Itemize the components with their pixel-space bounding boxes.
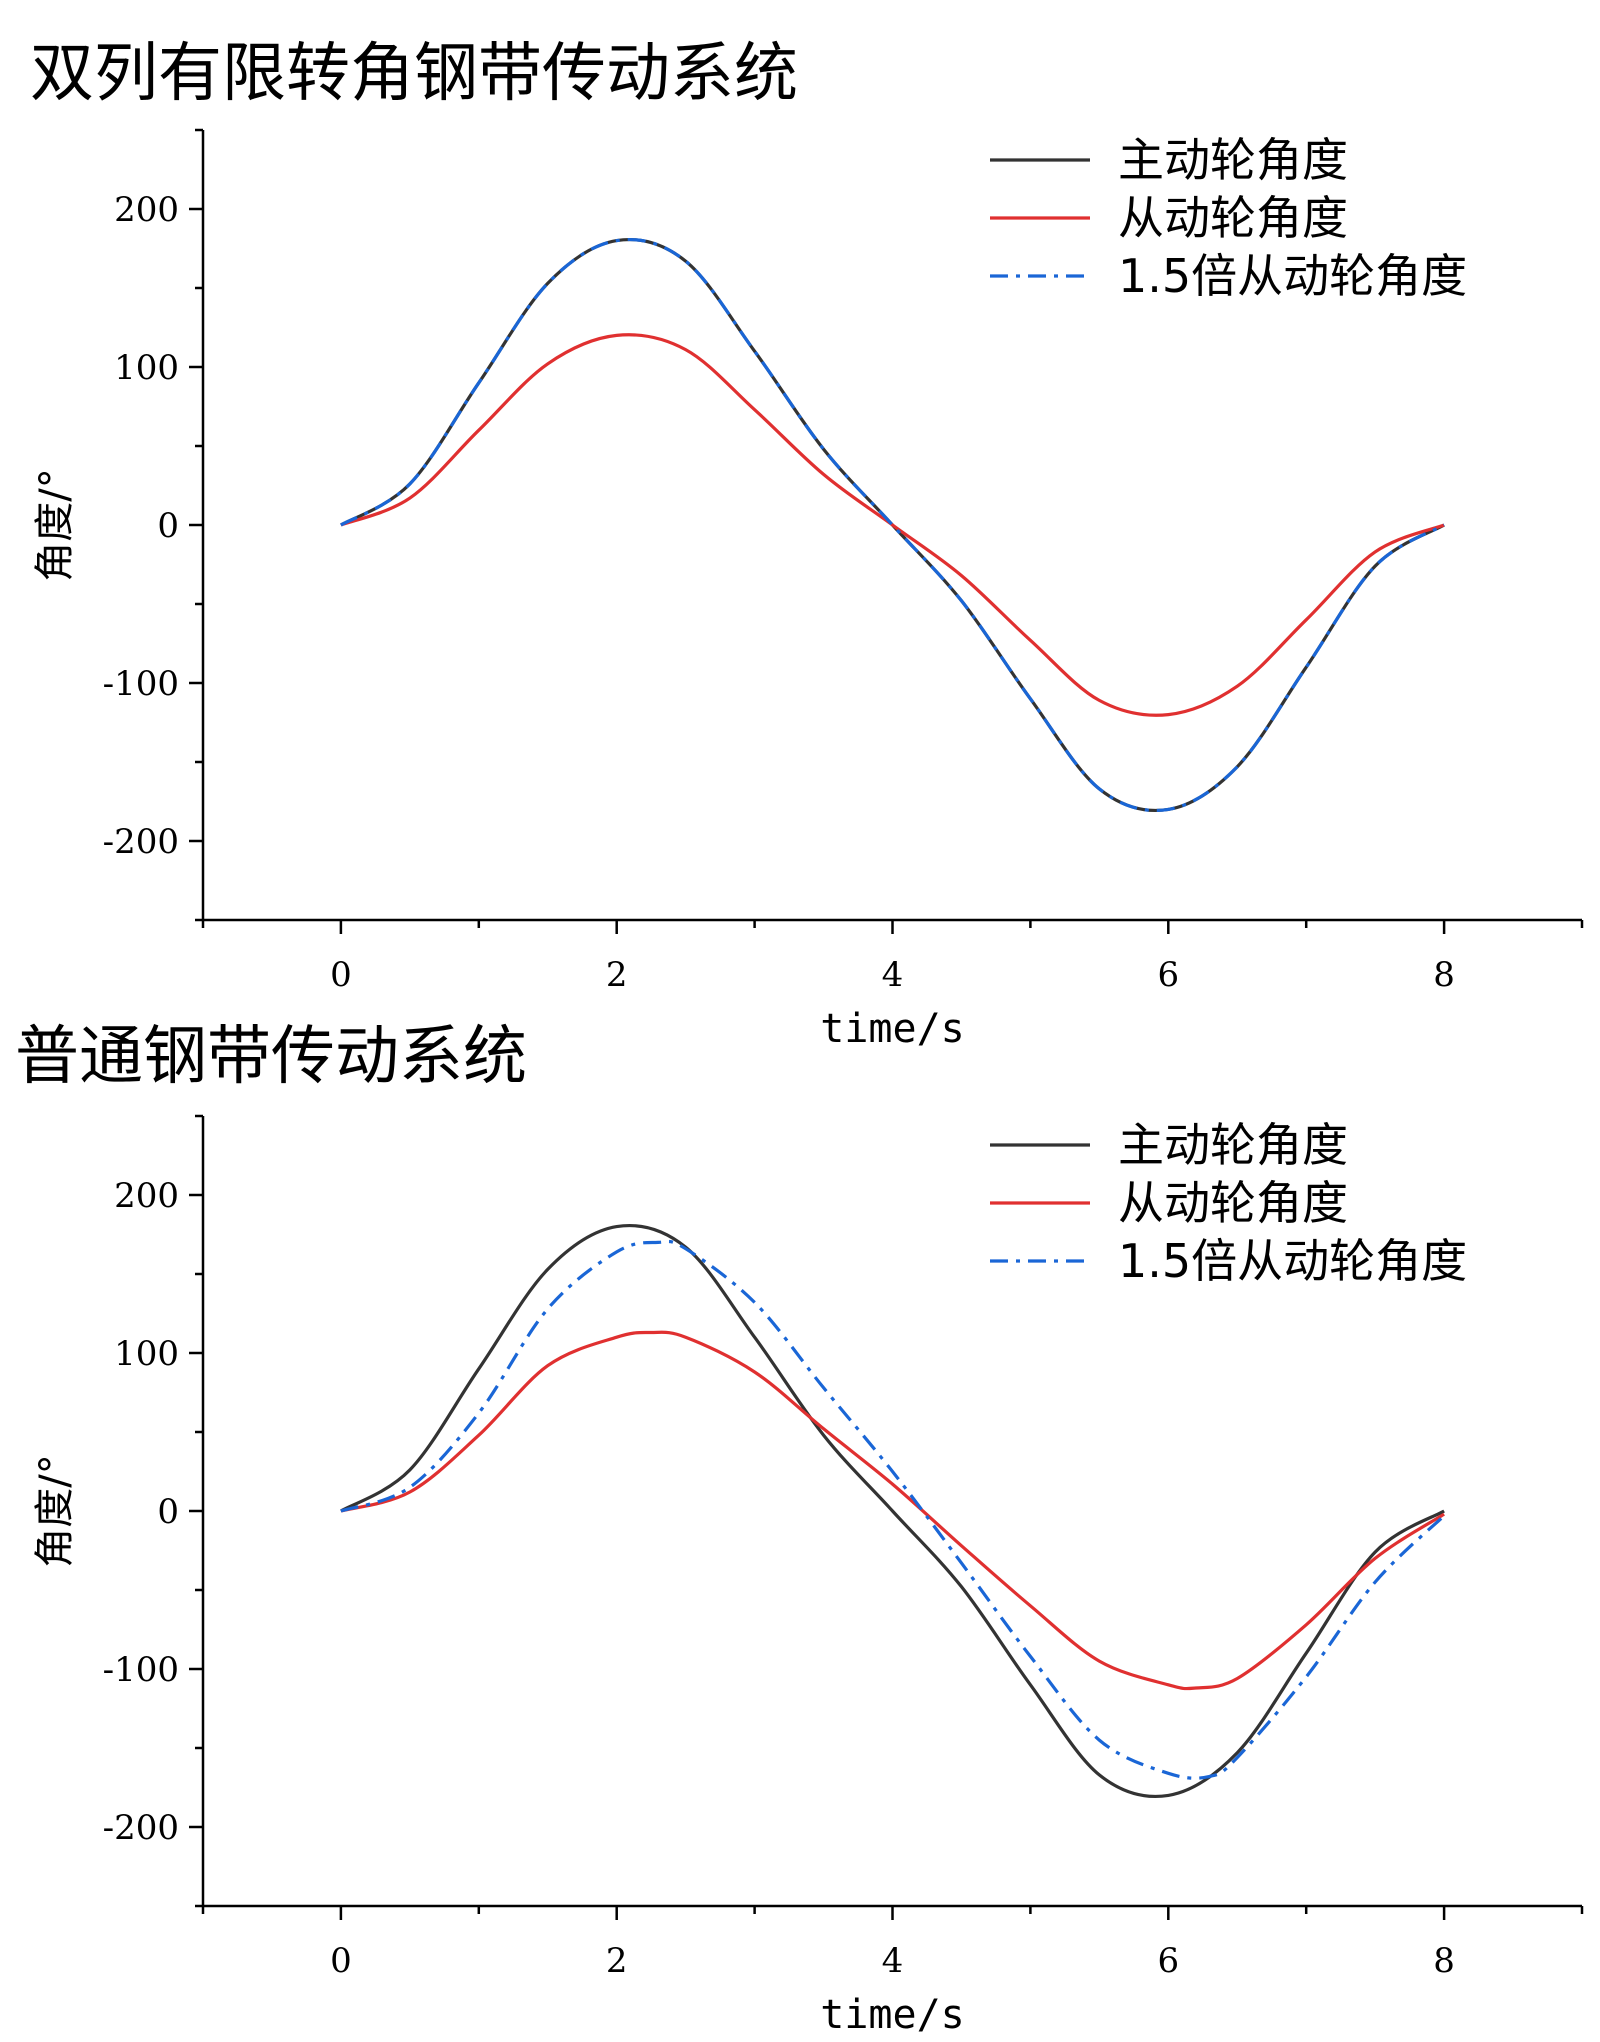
y-axis-label: 角度/° xyxy=(32,1454,78,1567)
series-line-3 xyxy=(340,1239,1446,1780)
series-line-3 xyxy=(340,237,1445,813)
legend-label-3: 1.5倍从动轮角度 xyxy=(1118,1234,1467,1288)
x-tick-label: 8 xyxy=(1433,955,1455,995)
chart-title: 双列有限转角钢带传动系统 xyxy=(30,37,798,111)
y-tick-label: -100 xyxy=(103,664,179,704)
y-tick-label: -200 xyxy=(103,1808,179,1848)
y-tick-label: 100 xyxy=(114,1334,179,1374)
series-line-2 xyxy=(340,333,1445,717)
series-line-2 xyxy=(340,1330,1445,1691)
legend-label-1: 主动轮角度 xyxy=(1118,133,1348,187)
y-tick-label: 0 xyxy=(157,1492,179,1532)
chart-panel-1: 双列有限转角钢带传动系统 200 100 0 -100 -200 0 2 4 6 8 time/s 角度… xyxy=(30,37,1584,1052)
x-axis-label: time/s xyxy=(820,1992,965,2038)
legend-label-1: 主动轮角度 xyxy=(1118,1118,1348,1172)
series-line-1 xyxy=(340,1223,1445,1799)
x-axis-label: time/s xyxy=(820,1006,965,1052)
legend-label-2: 从动轮角度 xyxy=(1118,1176,1348,1230)
x-tick-label: 8 xyxy=(1433,1941,1455,1981)
y-tick-label: 200 xyxy=(114,190,179,230)
x-tick-label: 2 xyxy=(606,1941,628,1981)
chart-title: 普通钢带传动系统 xyxy=(15,1020,527,1094)
y-tick-label: -100 xyxy=(103,1650,179,1690)
y-tick-label: 200 xyxy=(114,1176,179,1216)
chart-panel-2: 普通钢带传动系统 200 100 0 -100 -200 0 2 4 6 8 time/s 角度/° 主动… xyxy=(15,1020,1584,2038)
x-tick-label: 4 xyxy=(882,1941,904,1981)
y-tick-label: 0 xyxy=(157,506,179,546)
y-tick-label: 100 xyxy=(114,348,179,388)
x-tick-label: 2 xyxy=(606,955,628,995)
y-axis-label: 角度/° xyxy=(32,468,78,581)
x-tick-label: 0 xyxy=(330,955,352,995)
legend-label-3: 1.5倍从动轮角度 xyxy=(1118,249,1467,303)
legend-label-2: 从动轮角度 xyxy=(1118,191,1348,245)
x-tick-label: 6 xyxy=(1157,1941,1179,1981)
x-tick-label: 4 xyxy=(882,955,904,995)
y-tick-label: -200 xyxy=(103,822,179,862)
x-tick-label: 0 xyxy=(330,1941,352,1981)
x-tick-label: 6 xyxy=(1157,955,1179,995)
